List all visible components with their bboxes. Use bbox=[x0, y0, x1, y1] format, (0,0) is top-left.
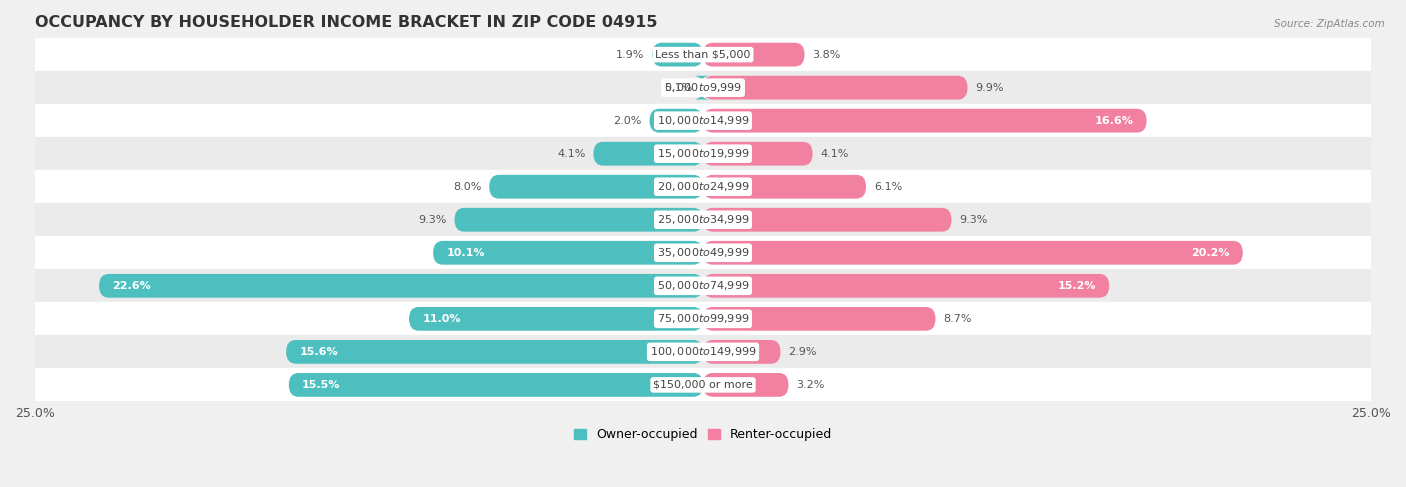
FancyBboxPatch shape bbox=[287, 340, 703, 364]
FancyBboxPatch shape bbox=[703, 373, 789, 397]
Text: 4.1%: 4.1% bbox=[821, 149, 849, 159]
FancyBboxPatch shape bbox=[703, 142, 813, 166]
FancyBboxPatch shape bbox=[703, 307, 935, 331]
Text: $10,000 to $14,999: $10,000 to $14,999 bbox=[657, 114, 749, 127]
Text: 8.7%: 8.7% bbox=[943, 314, 972, 324]
Text: 0.1%: 0.1% bbox=[664, 83, 692, 93]
FancyBboxPatch shape bbox=[703, 43, 804, 67]
Text: 9.9%: 9.9% bbox=[976, 83, 1004, 93]
Text: 2.9%: 2.9% bbox=[789, 347, 817, 357]
FancyBboxPatch shape bbox=[98, 274, 703, 298]
Text: $15,000 to $19,999: $15,000 to $19,999 bbox=[657, 147, 749, 160]
Bar bbox=[35, 203, 1371, 236]
Text: $50,000 to $74,999: $50,000 to $74,999 bbox=[657, 280, 749, 292]
Text: 15.2%: 15.2% bbox=[1057, 281, 1095, 291]
Text: $75,000 to $99,999: $75,000 to $99,999 bbox=[657, 312, 749, 325]
Text: OCCUPANCY BY HOUSEHOLDER INCOME BRACKET IN ZIP CODE 04915: OCCUPANCY BY HOUSEHOLDER INCOME BRACKET … bbox=[35, 15, 658, 30]
FancyBboxPatch shape bbox=[703, 340, 780, 364]
FancyBboxPatch shape bbox=[703, 109, 1147, 132]
Text: 2.0%: 2.0% bbox=[613, 116, 641, 126]
Text: $100,000 to $149,999: $100,000 to $149,999 bbox=[650, 345, 756, 358]
Bar bbox=[35, 302, 1371, 336]
Text: 11.0%: 11.0% bbox=[422, 314, 461, 324]
Text: 10.1%: 10.1% bbox=[447, 248, 485, 258]
Bar bbox=[35, 104, 1371, 137]
Text: 15.5%: 15.5% bbox=[302, 380, 340, 390]
Text: $35,000 to $49,999: $35,000 to $49,999 bbox=[657, 246, 749, 259]
Text: 9.3%: 9.3% bbox=[959, 215, 988, 225]
Bar bbox=[35, 368, 1371, 401]
Bar bbox=[35, 137, 1371, 170]
FancyBboxPatch shape bbox=[454, 208, 703, 232]
Text: Less than $5,000: Less than $5,000 bbox=[655, 50, 751, 59]
FancyBboxPatch shape bbox=[433, 241, 703, 264]
Text: 9.3%: 9.3% bbox=[418, 215, 447, 225]
Text: $150,000 or more: $150,000 or more bbox=[654, 380, 752, 390]
FancyBboxPatch shape bbox=[409, 307, 703, 331]
Bar bbox=[35, 38, 1371, 71]
Text: 20.2%: 20.2% bbox=[1191, 248, 1229, 258]
Text: 3.8%: 3.8% bbox=[813, 50, 841, 59]
Text: 6.1%: 6.1% bbox=[875, 182, 903, 192]
FancyBboxPatch shape bbox=[703, 274, 1109, 298]
Text: $25,000 to $34,999: $25,000 to $34,999 bbox=[657, 213, 749, 226]
Text: 8.0%: 8.0% bbox=[453, 182, 481, 192]
FancyBboxPatch shape bbox=[593, 142, 703, 166]
Text: 16.6%: 16.6% bbox=[1094, 116, 1133, 126]
FancyBboxPatch shape bbox=[693, 76, 710, 99]
FancyBboxPatch shape bbox=[288, 373, 703, 397]
FancyBboxPatch shape bbox=[703, 175, 866, 199]
Text: Source: ZipAtlas.com: Source: ZipAtlas.com bbox=[1274, 19, 1385, 30]
Bar bbox=[35, 269, 1371, 302]
Text: 3.2%: 3.2% bbox=[797, 380, 825, 390]
Bar bbox=[35, 236, 1371, 269]
Text: 4.1%: 4.1% bbox=[557, 149, 585, 159]
Text: 1.9%: 1.9% bbox=[616, 50, 644, 59]
Text: $20,000 to $24,999: $20,000 to $24,999 bbox=[657, 180, 749, 193]
Text: $5,000 to $9,999: $5,000 to $9,999 bbox=[664, 81, 742, 94]
FancyBboxPatch shape bbox=[489, 175, 703, 199]
FancyBboxPatch shape bbox=[703, 241, 1243, 264]
Legend: Owner-occupied, Renter-occupied: Owner-occupied, Renter-occupied bbox=[568, 423, 838, 446]
FancyBboxPatch shape bbox=[703, 208, 952, 232]
Text: 22.6%: 22.6% bbox=[112, 281, 152, 291]
FancyBboxPatch shape bbox=[703, 76, 967, 99]
Bar bbox=[35, 336, 1371, 368]
FancyBboxPatch shape bbox=[652, 43, 703, 67]
Text: 15.6%: 15.6% bbox=[299, 347, 337, 357]
Bar bbox=[35, 170, 1371, 203]
Bar bbox=[35, 71, 1371, 104]
FancyBboxPatch shape bbox=[650, 109, 703, 132]
